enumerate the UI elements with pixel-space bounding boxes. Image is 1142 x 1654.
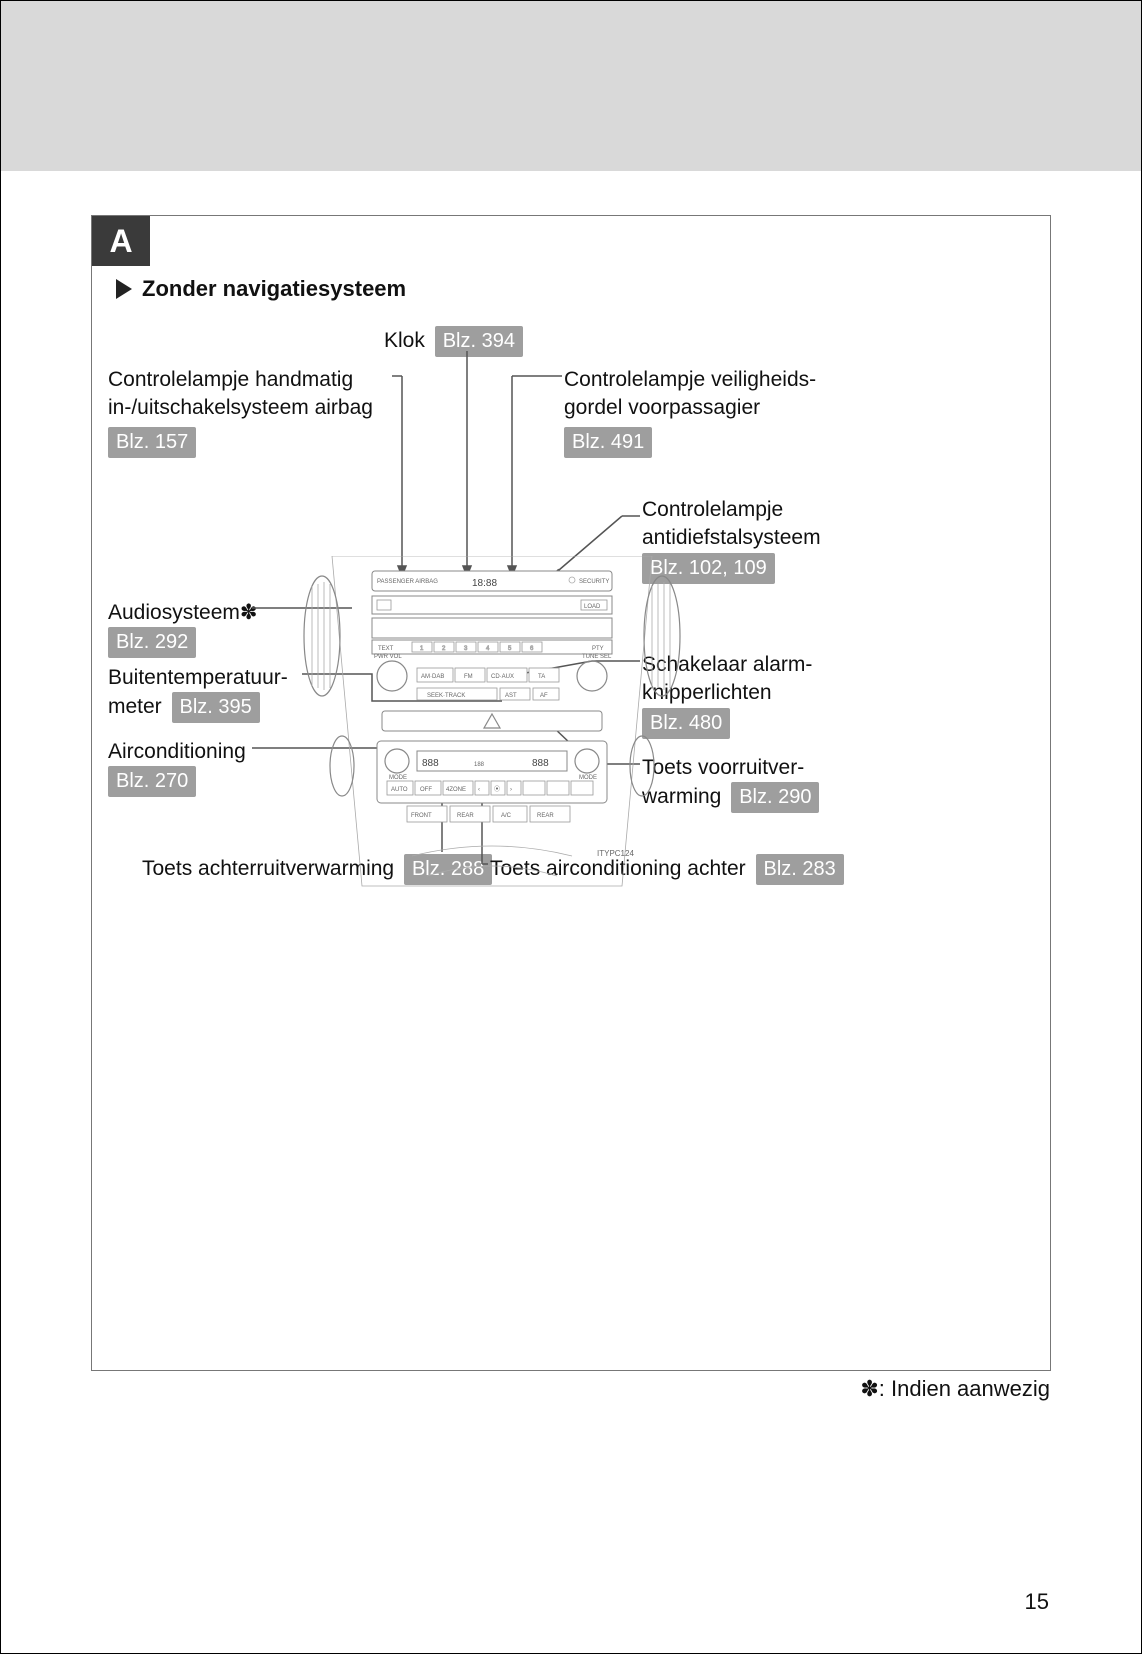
label-pwr: PWR VOL [374, 654, 402, 660]
subsection-title: Zonder navigatiesysteem [142, 276, 406, 302]
subsection-heading: Zonder navigatiesysteem [116, 276, 406, 302]
label-text: TEXT [378, 646, 394, 652]
label-load: LOAD [584, 604, 601, 610]
label-security: SECURITY [579, 579, 609, 585]
diagram-area: Klok Blz. 394 Controlelampje handmatigin… [92, 316, 1050, 1216]
svg-text:REAR: REAR [537, 813, 554, 819]
svg-text:AST: AST [505, 693, 517, 699]
footnote-symbol: ✽ [860, 1376, 878, 1401]
label-tune: TUNE SEL [582, 654, 612, 660]
section-badge: A [92, 216, 150, 266]
page: A Zonder navigatiesysteem Klok Blz. 394 … [0, 0, 1142, 1654]
svg-text:AM·DAB: AM·DAB [421, 674, 444, 680]
svg-text:OFF: OFF [420, 787, 432, 793]
content-frame: A Zonder navigatiesysteem Klok Blz. 394 … [91, 215, 1051, 1371]
svg-text:CD·AUX: CD·AUX [491, 674, 514, 680]
label-pass-airbag: PASSENGER AIRBAG [377, 579, 438, 585]
svg-text:SEEK·TRACK: SEEK·TRACK [427, 693, 465, 699]
display-temp-m: 188 [474, 762, 485, 768]
triangle-right-icon [116, 279, 132, 299]
svg-text:⦿: ⦿ [494, 786, 500, 793]
label-mode-r: MODE [579, 775, 597, 781]
label-mode-l: MODE [389, 775, 407, 781]
svg-text:›: › [510, 787, 512, 793]
footnote-text: : Indien aanwezig [879, 1376, 1050, 1401]
header-band [1, 1, 1141, 171]
display-clock: 18:88 [472, 578, 497, 589]
svg-text:TA: TA [538, 674, 545, 680]
svg-text:AF: AF [540, 693, 548, 699]
svg-text:FRONT: FRONT [411, 813, 432, 819]
svg-text:‹: ‹ [478, 787, 480, 793]
dashboard-illustration: PASSENGER AIRBAG 18:88 SECURITY LOAD TEX… [292, 556, 692, 916]
svg-text:REAR: REAR [457, 813, 474, 819]
svg-text:4ZONE: 4ZONE [446, 787, 466, 793]
svg-text:FM: FM [464, 674, 473, 680]
display-temp-l: 888 [422, 758, 439, 769]
display-temp-r: 888 [532, 758, 549, 769]
svg-text:A/C: A/C [501, 813, 512, 819]
page-number: 15 [1025, 1589, 1049, 1615]
svg-text:AUTO: AUTO [391, 787, 408, 793]
footnote: ✽: Indien aanwezig [860, 1376, 1050, 1402]
diagram-code: ITYPC124 [597, 849, 634, 858]
label-pty: PTY [592, 646, 604, 652]
